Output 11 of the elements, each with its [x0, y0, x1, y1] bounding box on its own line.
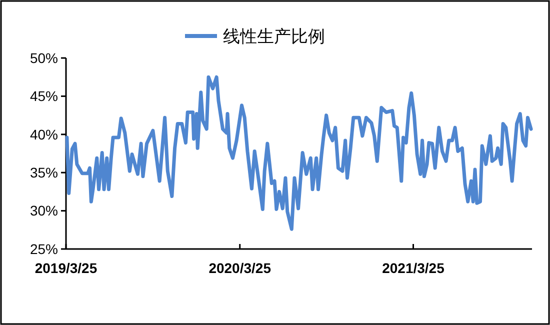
y-tick-label: 40% [30, 126, 58, 142]
y-tick-label: 35% [30, 164, 58, 180]
y-tick-label: 50% [30, 50, 58, 66]
y-tick-label: 45% [30, 88, 58, 104]
y-tick-label: 25% [30, 240, 58, 257]
x-tick-label: 2019/3/25 [34, 260, 98, 276]
y-tick-label: 30% [30, 202, 58, 219]
line-series [65, 75, 533, 231]
legend-label: 线性生产比例 [223, 26, 325, 47]
x-tick-label: 2021/3/25 [382, 260, 445, 276]
x-tick-label: 2020/3/25 [208, 260, 272, 276]
